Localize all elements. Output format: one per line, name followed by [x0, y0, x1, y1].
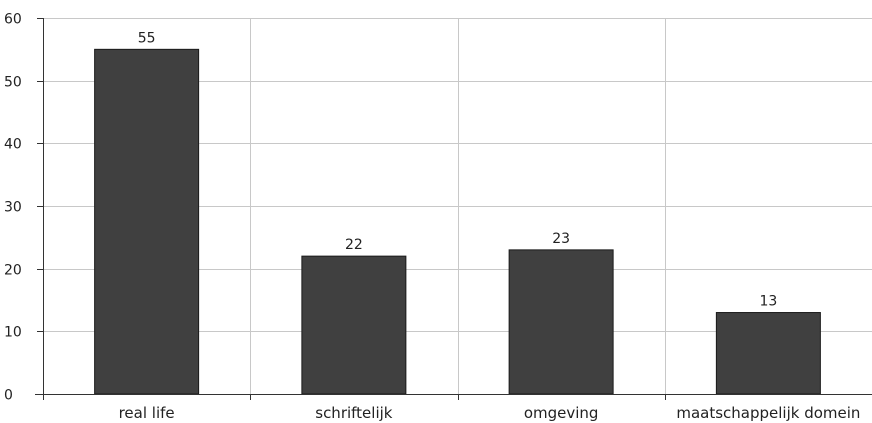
y-tick-label: 30 — [4, 200, 22, 216]
y-tick-label: 0 — [4, 388, 13, 404]
x-tick-label: omgeving — [524, 404, 599, 422]
x-tick-label: schriftelijk — [315, 404, 393, 422]
bar-omgeving — [508, 249, 614, 395]
data-label: 55 — [138, 30, 156, 46]
y-tick-label: 50 — [4, 75, 22, 91]
labels-layer: 55 22 23 13 0 10 20 30 40 50 60 real life schrifteli… — [4, 12, 860, 423]
data-label: 13 — [759, 294, 777, 310]
bar-schriftelijk — [301, 255, 407, 395]
bar-real-life — [94, 48, 200, 395]
y-tick-label: 40 — [4, 137, 22, 153]
axis-layer — [35, 18, 872, 400]
y-tick-label: 10 — [4, 325, 22, 341]
y-tick-label: 20 — [4, 263, 22, 279]
y-tick-label: 60 — [4, 12, 22, 28]
x-tick-label: real life — [119, 404, 175, 422]
data-label: 22 — [345, 237, 363, 253]
bar-maatschappelijk-domein — [715, 312, 821, 395]
data-label: 23 — [552, 231, 570, 247]
bars-layer — [94, 48, 821, 395]
x-tick-label: maatschappelijk domein — [676, 404, 860, 422]
